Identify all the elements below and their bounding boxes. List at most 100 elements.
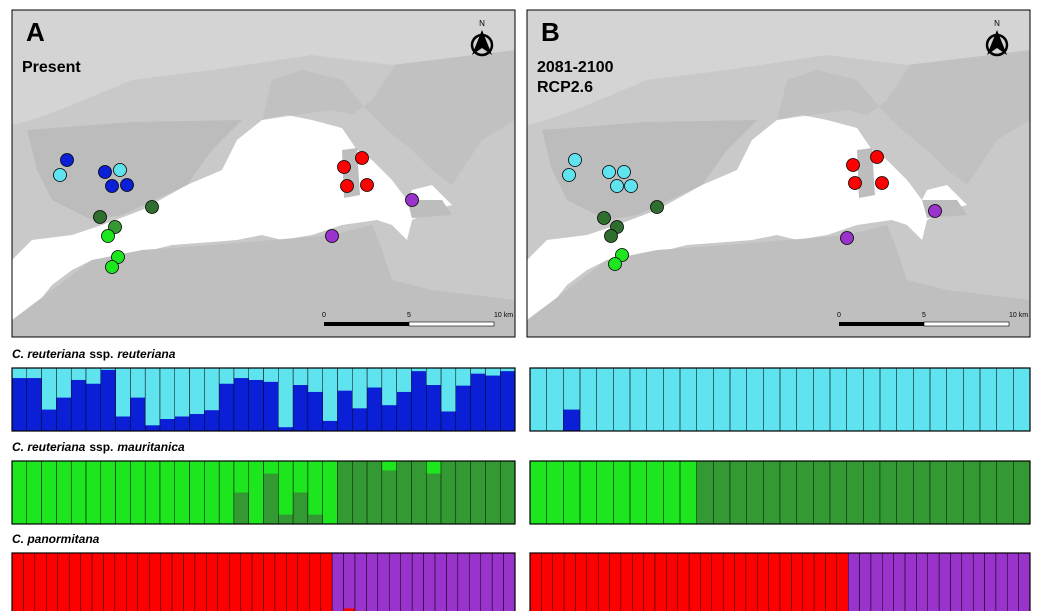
structure-bar bbox=[678, 553, 689, 611]
structure-bar bbox=[485, 376, 500, 431]
structure-bar bbox=[234, 493, 249, 525]
structure-bar bbox=[175, 417, 190, 431]
title-part: C. reuteriana bbox=[12, 347, 86, 361]
title-part: C. panormitana bbox=[12, 532, 100, 546]
site-pie bbox=[326, 230, 339, 243]
structure-bar bbox=[23, 553, 34, 611]
scale-white bbox=[409, 322, 494, 326]
structure-bar bbox=[666, 553, 677, 611]
structure-bar bbox=[46, 553, 57, 611]
map bbox=[12, 10, 515, 337]
structure-bar bbox=[81, 553, 92, 611]
site-pie bbox=[341, 180, 354, 193]
structure-bar bbox=[308, 515, 323, 524]
structure-bar bbox=[219, 384, 234, 431]
structure-bar bbox=[275, 553, 286, 611]
structure-bar bbox=[697, 461, 714, 524]
scale-black bbox=[839, 322, 924, 326]
structure-bar bbox=[161, 553, 172, 611]
structure-bar bbox=[71, 380, 86, 431]
structure-bar bbox=[12, 378, 27, 431]
structure-bar bbox=[160, 419, 175, 431]
structure-bar bbox=[610, 553, 621, 611]
site-pie bbox=[841, 232, 854, 245]
structure-bar bbox=[293, 385, 308, 431]
structure-bar bbox=[997, 461, 1014, 524]
structure-bar bbox=[69, 553, 80, 611]
structure-bar bbox=[130, 398, 145, 431]
structure-bar bbox=[471, 461, 486, 524]
site-pie bbox=[605, 230, 618, 243]
site-pie bbox=[94, 211, 107, 224]
site-pie bbox=[603, 166, 616, 179]
structure-bar bbox=[791, 553, 802, 611]
structure-bar bbox=[92, 553, 103, 611]
structure-bar bbox=[264, 474, 279, 524]
structure-bar bbox=[897, 461, 914, 524]
site-pie bbox=[569, 154, 582, 167]
structure-bar bbox=[747, 461, 764, 524]
scale-black bbox=[324, 322, 409, 326]
site-pie bbox=[618, 166, 631, 179]
structure-bar bbox=[367, 461, 382, 524]
site-pie bbox=[598, 212, 611, 225]
structure-bar bbox=[598, 553, 609, 611]
structure-title: C. reuterianassp. reuteriana bbox=[12, 347, 176, 361]
structure-bar bbox=[769, 553, 780, 611]
title-part: reuteriana bbox=[117, 347, 175, 361]
structure-bar bbox=[309, 553, 320, 611]
structure-bar bbox=[190, 414, 205, 431]
structure-title: C. panormitana bbox=[12, 532, 100, 546]
structure-bar bbox=[126, 553, 137, 611]
structure-bar bbox=[847, 461, 864, 524]
site-pie bbox=[121, 179, 134, 192]
structure-bar bbox=[913, 461, 930, 524]
structure-bar bbox=[500, 461, 515, 524]
structure-bar bbox=[689, 553, 700, 611]
structure-bar bbox=[323, 421, 338, 431]
title-part: ssp. bbox=[89, 347, 113, 361]
structure-bar bbox=[367, 388, 382, 431]
structure-bar bbox=[12, 553, 23, 611]
site-pie bbox=[114, 164, 127, 177]
structure-bar bbox=[145, 425, 160, 431]
structure-bar bbox=[264, 382, 279, 431]
structure-bar bbox=[172, 553, 183, 611]
structure-bar bbox=[352, 461, 367, 524]
structure-bar bbox=[264, 553, 275, 611]
structure-bar bbox=[757, 553, 768, 611]
site-pie bbox=[106, 180, 119, 193]
period-label: RCP2.6 bbox=[537, 79, 593, 96]
structure-bar bbox=[218, 553, 229, 611]
structure-bar bbox=[411, 461, 426, 524]
structure-bar bbox=[204, 410, 219, 431]
structure-bar bbox=[930, 461, 947, 524]
structure-bar bbox=[286, 553, 297, 611]
structure-bar bbox=[27, 378, 42, 431]
structure-bar bbox=[35, 553, 46, 611]
structure-bar bbox=[229, 553, 240, 611]
structure-bar bbox=[803, 553, 814, 611]
site-pie bbox=[338, 161, 351, 174]
structure-bar bbox=[735, 553, 746, 611]
structure-bar bbox=[337, 391, 352, 431]
structure-bar bbox=[797, 461, 814, 524]
structure-bar bbox=[880, 461, 897, 524]
structure-bar bbox=[814, 553, 825, 611]
structure-bar bbox=[138, 553, 149, 611]
structure-bar bbox=[441, 411, 456, 431]
site-pie bbox=[102, 230, 115, 243]
period-label: Present bbox=[22, 59, 81, 76]
structure-bar bbox=[713, 461, 730, 524]
north-label: N bbox=[479, 19, 485, 28]
site-pie bbox=[99, 166, 112, 179]
structure-bar bbox=[241, 553, 252, 611]
structure-bar bbox=[563, 410, 580, 431]
structure-bar bbox=[1013, 461, 1030, 524]
structure-bar bbox=[700, 553, 711, 611]
structure-bar bbox=[352, 408, 367, 431]
structure-bar bbox=[101, 370, 116, 431]
structure-bar bbox=[723, 553, 734, 611]
structure-bar bbox=[278, 515, 293, 524]
